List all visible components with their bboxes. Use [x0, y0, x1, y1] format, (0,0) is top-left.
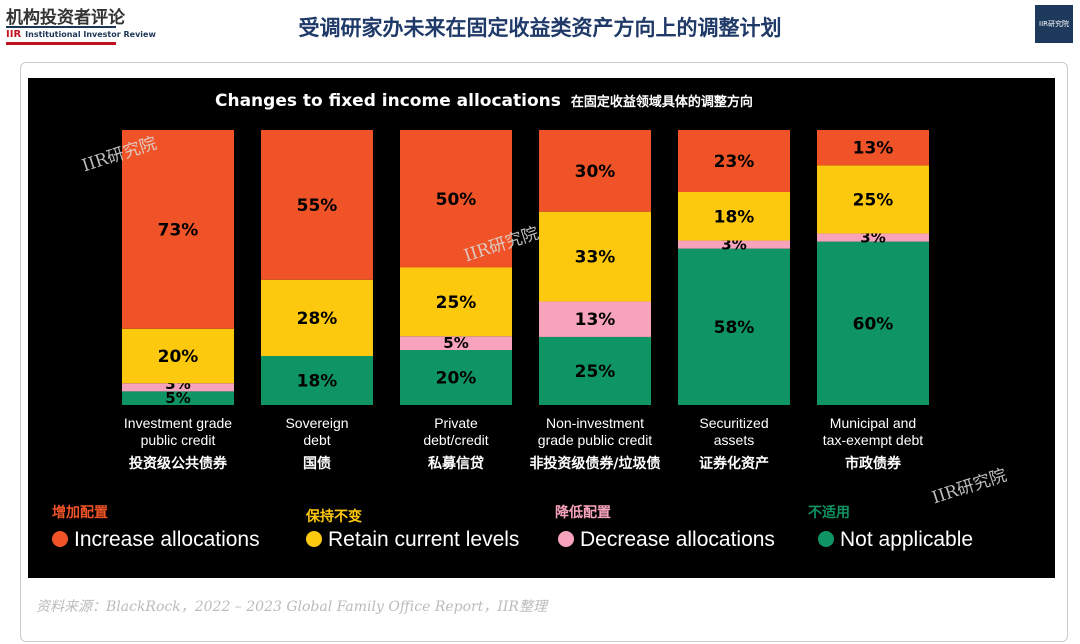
category-label: assets	[714, 432, 754, 448]
legend-label-cn: 不适用	[808, 505, 850, 521]
legend-swatch	[818, 531, 834, 547]
legend-label: Retain current levels	[328, 528, 520, 551]
bar-segment	[817, 165, 929, 234]
bar-segment	[122, 130, 234, 329]
legend-item: Decrease allocations	[558, 528, 775, 552]
data-label: 20%	[158, 347, 199, 367]
data-label: 28%	[297, 309, 338, 329]
category-label: Investment grade	[124, 415, 232, 431]
category-label: Non-investment	[546, 415, 644, 431]
category-label-cn: 非投资级债券/垃圾债	[529, 455, 660, 472]
category-label: grade public credit	[538, 432, 653, 448]
chart-subtitle: 在固定收益领域具体的调整方向	[570, 95, 753, 110]
data-label: 13%	[575, 310, 616, 330]
legend-item: Retain current levels	[306, 528, 519, 552]
bar-segment	[678, 192, 790, 241]
data-label: 18%	[714, 207, 755, 227]
legend-swatch	[52, 531, 68, 547]
data-label: 23%	[714, 152, 755, 172]
data-label: 25%	[575, 362, 616, 382]
bar-segment	[400, 336, 512, 350]
bar-segment	[261, 279, 373, 356]
data-label: 13%	[853, 139, 894, 159]
bar-segment	[122, 328, 234, 384]
legend-label: Decrease allocations	[580, 528, 775, 551]
bar-segment	[400, 130, 512, 268]
legend-label: Not applicable	[840, 528, 974, 551]
data-label: 60%	[853, 314, 894, 334]
legend-swatch	[306, 531, 322, 547]
data-label: 5%	[165, 389, 190, 407]
bar-segment	[400, 267, 512, 337]
brand-badge: IIR研究院	[1035, 5, 1073, 43]
legend-label-cn: 增加配置	[52, 505, 108, 521]
data-label: 5%	[443, 334, 468, 352]
bar-segment	[817, 130, 929, 166]
source-note: 资料来源：BlackRock，2022 – 2023 Global Family…	[36, 599, 547, 615]
legend-label: Increase allocations	[74, 528, 260, 551]
frame	[20, 62, 1068, 642]
category-label: public credit	[141, 432, 216, 448]
data-label: 73%	[158, 220, 199, 240]
page-title: 受调研家办未来在固定收益类资产方向上的调整计划	[298, 16, 782, 40]
category-label-cn: 证券化资产	[699, 455, 769, 472]
data-label: 55%	[297, 196, 338, 216]
bar-segment	[678, 240, 790, 249]
bar-segment	[817, 233, 929, 242]
category-label: tax-exempt debt	[823, 432, 923, 448]
logo-divider	[6, 26, 116, 28]
bar-segment	[122, 391, 234, 405]
legend-swatch	[558, 531, 574, 547]
bar-segment	[122, 383, 234, 392]
data-label: 25%	[436, 293, 477, 313]
logo-divider	[6, 42, 116, 45]
bar-segment	[817, 241, 929, 405]
legend-label-cn: 降低配置	[555, 505, 611, 521]
category-label-cn: 投资级公共债券	[129, 455, 228, 472]
category-label: Municipal and	[830, 415, 916, 431]
category-label: Securitized	[699, 415, 768, 431]
bar-segment	[539, 130, 651, 212]
bar-segment	[261, 130, 373, 280]
category-label: debt	[303, 432, 330, 448]
legend-label-cn: 保持不变	[306, 509, 362, 525]
bar-segment	[539, 211, 651, 302]
category-label: Private	[434, 415, 478, 431]
data-label: 33%	[575, 248, 616, 268]
bar-segment	[261, 355, 373, 405]
category-label: debt/credit	[423, 432, 488, 448]
bar-segment	[400, 350, 512, 405]
data-label: 58%	[714, 318, 755, 338]
logo-en: IIR Institutional Investor Review	[6, 29, 156, 40]
chart-title: Changes to fixed income allocations 在固定收益…	[215, 91, 753, 111]
data-label: 30%	[575, 162, 616, 182]
legend-item: Not applicable	[818, 528, 973, 552]
bar-segment	[539, 301, 651, 337]
category-label: Sovereign	[285, 415, 348, 431]
bar-segment	[678, 130, 790, 193]
category-label-cn: 市政债券	[845, 455, 902, 472]
data-label: 50%	[436, 190, 477, 210]
category-label-cn: 私募信贷	[428, 455, 484, 472]
data-label: 18%	[297, 371, 338, 391]
data-label: 25%	[853, 190, 894, 210]
legend-item: Increase allocations	[52, 528, 260, 552]
category-label-cn: 国债	[303, 455, 331, 472]
bar-segment	[539, 336, 651, 405]
data-label: 20%	[436, 369, 477, 389]
bar-segment	[678, 248, 790, 405]
logo-cn: 机构投资者评论	[6, 8, 125, 28]
